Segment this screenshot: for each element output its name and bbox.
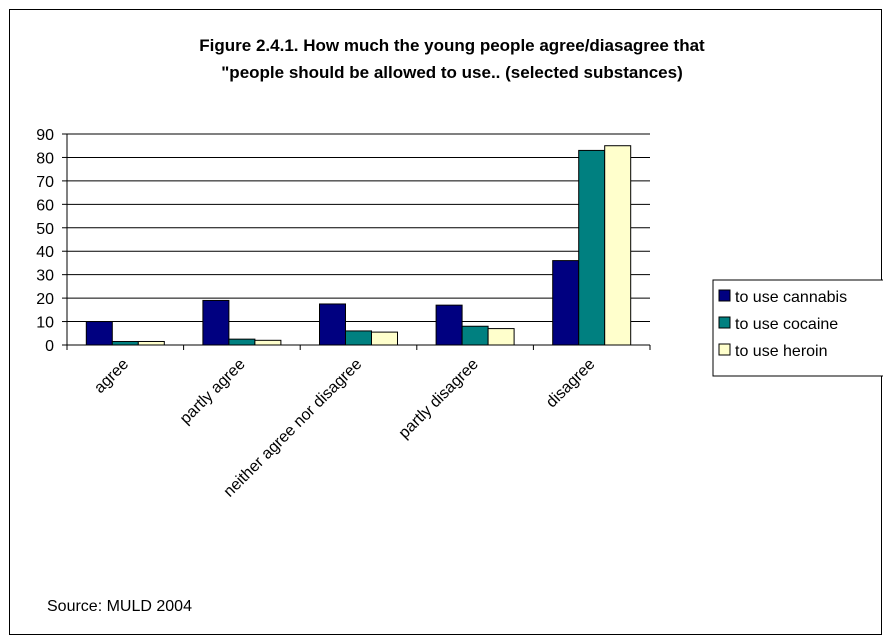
legend-swatch	[718, 343, 731, 356]
bar-to-use-cannabis-neither-agree-nor-disagree	[319, 303, 346, 346]
bars	[85, 145, 632, 346]
bar-to-use-heroin-neither-agree-nor-disagree	[371, 331, 398, 346]
chart-title: Figure 2.4.1. How much the young people …	[199, 36, 705, 55]
category-label: partly disagree	[396, 356, 482, 442]
y-tick-label: 80	[36, 150, 54, 167]
y-tick-label: 60	[36, 197, 54, 214]
bar-to-use-cannabis-agree	[85, 321, 113, 346]
category-label: agree	[91, 356, 132, 397]
bar-to-use-cocaine-partly-agree	[228, 338, 256, 346]
bar-to-use-cannabis-disagree	[552, 260, 580, 346]
legend-label: to use cocaine	[735, 316, 838, 333]
y-tick-label: 10	[36, 315, 54, 332]
legend-label: to use cannabis	[735, 289, 847, 306]
chart-subtitle: "people should be allowed to use.. (sele…	[221, 63, 683, 82]
bar-to-use-cocaine-agree	[111, 340, 139, 346]
y-tick-label: 30	[36, 268, 54, 285]
category-label: partly agree	[177, 356, 249, 428]
y-tick-labels: 0 10 20 30 40 50 60 70 80 90	[36, 127, 54, 355]
bar-to-use-heroin-partly-disagree	[487, 328, 515, 346]
category-label: neither agree nor disagree	[221, 356, 366, 501]
axes	[62, 133, 651, 350]
y-tick-label: 40	[36, 244, 54, 261]
bar-to-use-cocaine-partly-disagree	[461, 325, 489, 346]
bar-to-use-heroin-disagree	[604, 145, 632, 346]
source-note: Source: MULD 2004	[47, 598, 192, 615]
y-tick-label: 20	[36, 291, 54, 308]
bar-to-use-cannabis-partly-disagree	[435, 304, 463, 346]
bar-to-use-heroin-agree	[137, 340, 165, 346]
bar-to-use-cannabis-partly-agree	[202, 299, 230, 346]
bar-to-use-cocaine-disagree	[578, 149, 606, 346]
y-tick-label: 90	[36, 127, 54, 144]
y-tick-label: 70	[36, 174, 54, 191]
legend: to use cannabis to use cocaine to use hero…	[712, 279, 883, 377]
legend-swatch	[718, 289, 731, 302]
legend-label: to use heroin	[735, 343, 828, 360]
y-tick-label: 50	[36, 221, 54, 238]
legend-swatch	[718, 316, 731, 329]
category-label: disagree	[543, 356, 598, 411]
bar-to-use-heroin-partly-agree	[254, 339, 282, 346]
bar-to-use-cocaine-neither-agree-nor-disagree	[345, 330, 372, 346]
legend-box	[712, 279, 883, 377]
y-tick-label: 0	[45, 338, 54, 355]
